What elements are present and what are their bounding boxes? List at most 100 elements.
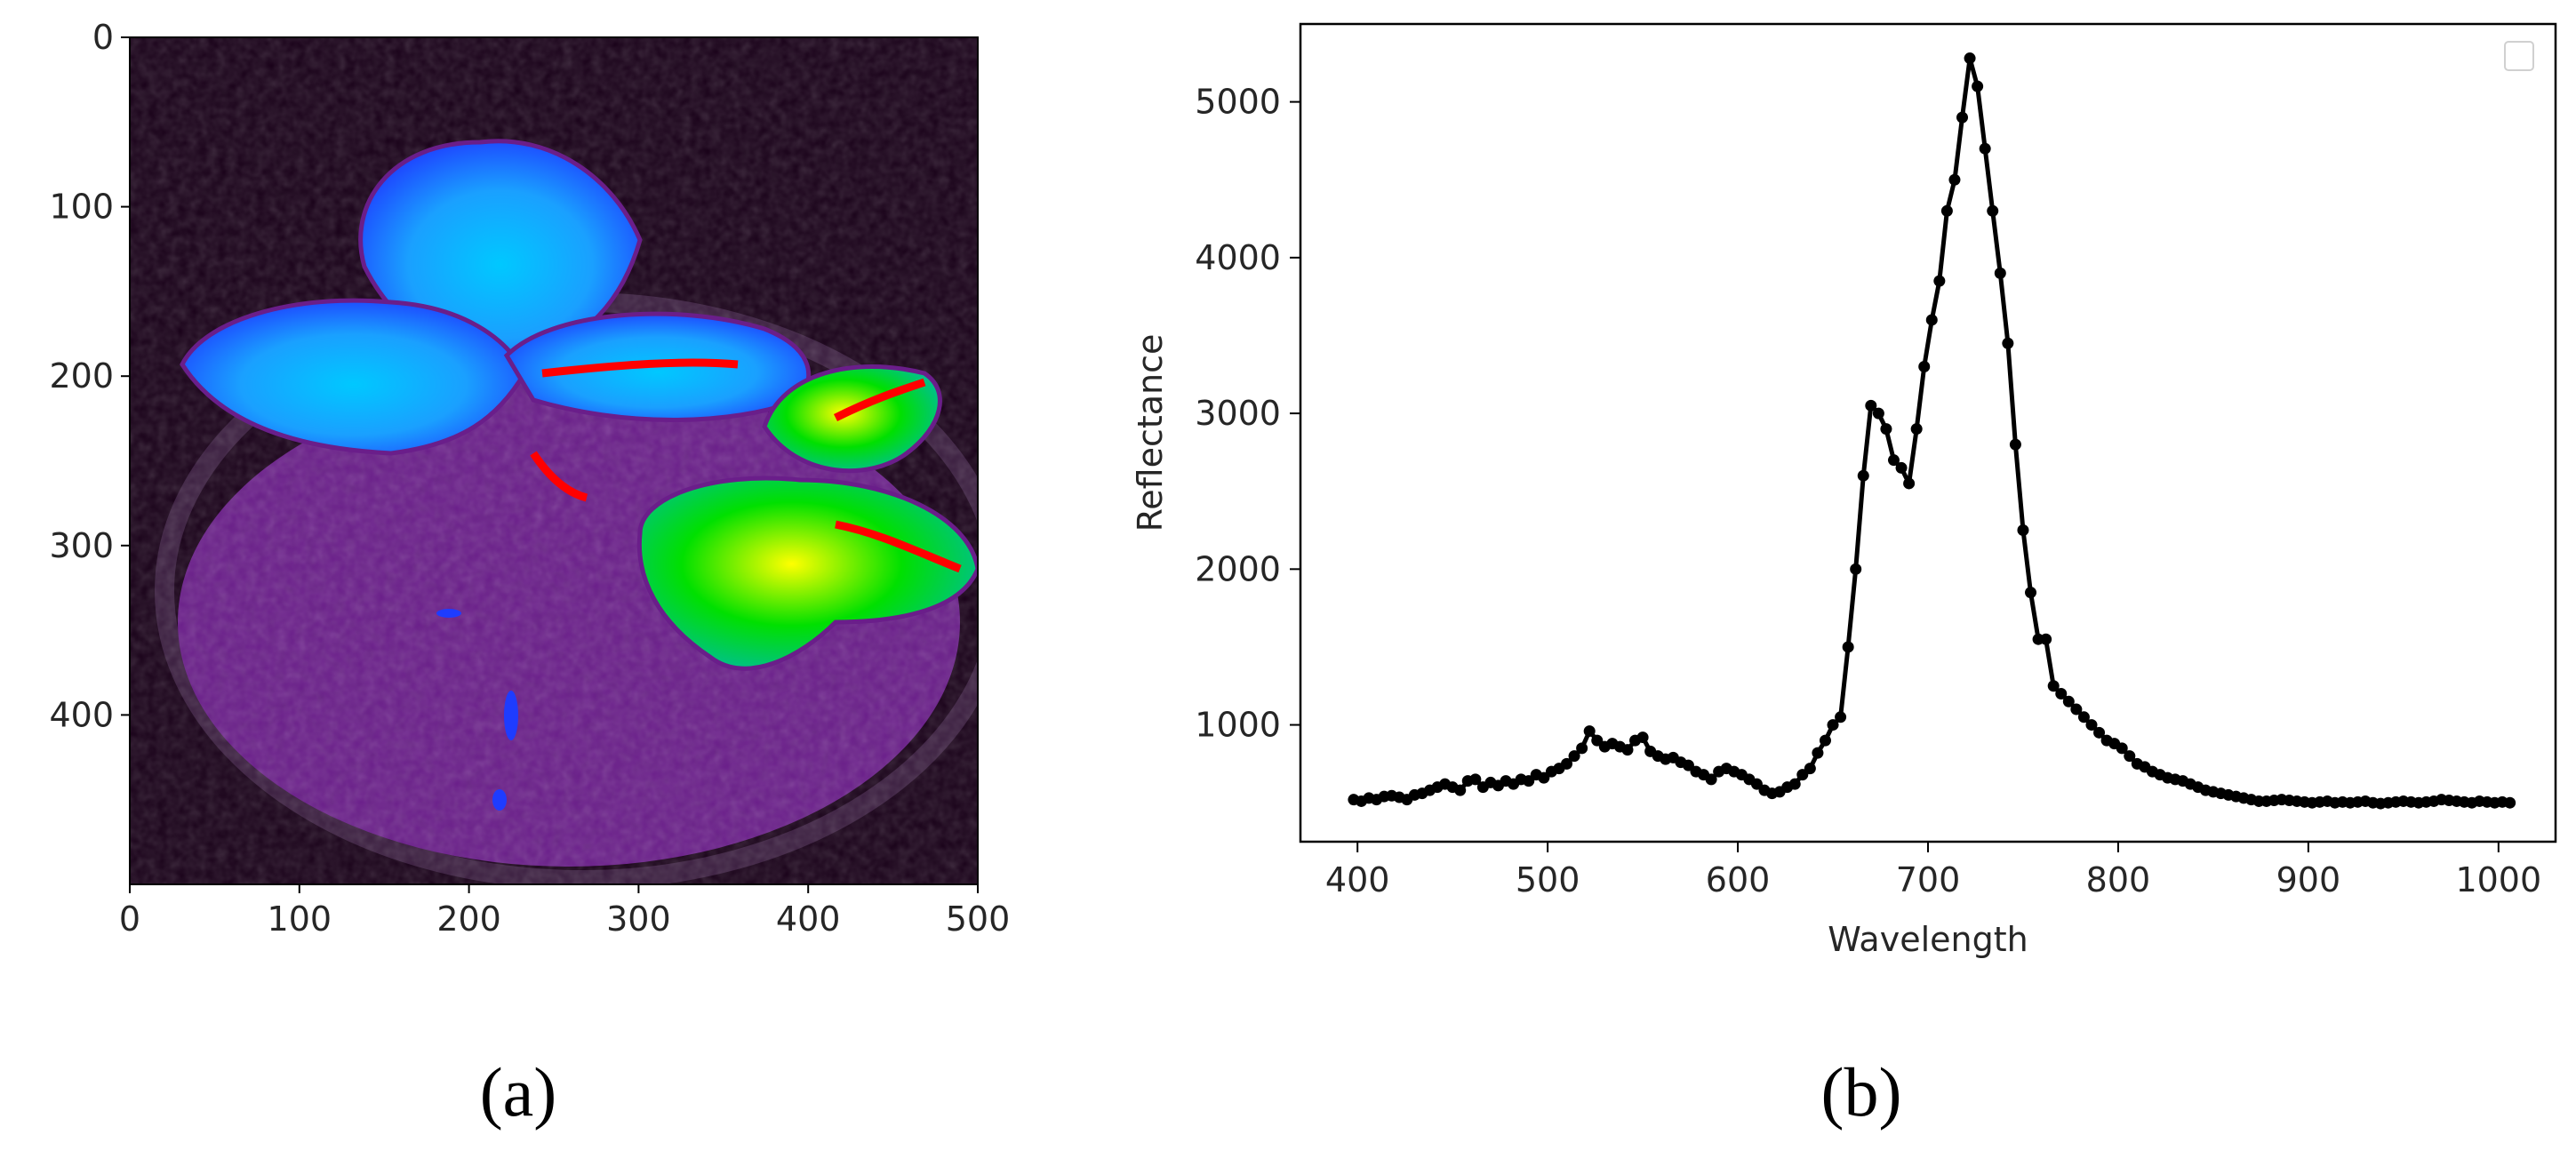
data-point [1583,725,1596,738]
data-point [1454,784,1467,796]
data-point [2077,711,2090,723]
a-x-tick-label: 200 [436,899,501,939]
data-point [1987,204,1999,217]
x-axis-label: Wavelength [1828,920,2028,959]
data-point [1819,734,1831,747]
data-point [1865,399,1877,412]
data-point [2002,337,2014,349]
soil-spot [436,609,461,618]
a-x-tick-label: 500 [946,899,1011,939]
data-point [1523,775,1535,787]
data-point [1933,275,1946,287]
leaf-vein-hot [833,378,926,422]
leaf-vein-hot [541,358,739,378]
data-point [1682,759,1694,771]
data-point [1850,563,1862,575]
b-x-tick-label: 1000 [2455,860,2541,899]
data-point [1857,469,1869,482]
leaf-lower [636,476,978,671]
data-point [1872,407,1884,420]
data-point [1812,747,1824,759]
a-y-tick-label: 200 [49,356,114,396]
data-point [1948,173,1961,186]
a-x-ticks: 0 100 200 300 400 500 [119,884,1010,939]
data-point [1750,778,1763,790]
data-point [1827,719,1839,731]
data-point [2504,796,2516,809]
panel-b: 1000 2000 3000 4000 5000 400 500 600 700 800 900 1… [1131,22,2557,1131]
b-x-tick-label: 800 [2086,860,2151,899]
b-y-tick-label: 5000 [1195,83,1281,122]
b-x-tick-label: 400 [1325,860,1390,899]
data-point [1788,778,1801,790]
b-x-tick-label: 700 [1896,860,1961,899]
data-point [1925,314,1938,326]
series-line [1353,56,2510,806]
image-frame [129,36,979,885]
series-points [1348,52,2516,810]
data-point [2047,680,2060,692]
data-point [1835,711,1847,723]
data-point [1621,744,1634,756]
data-point [1842,641,1854,653]
data-point [1469,773,1482,786]
data-point [1994,267,2006,279]
soil-spot [504,691,518,740]
data-point [2124,750,2136,763]
b-x-tick-label: 900 [2276,860,2341,899]
b-y-tick-label: 3000 [1195,394,1281,433]
data-point [1591,734,1604,747]
a-y-tick-label: 0 [92,18,114,57]
panel-label-a: (a) [480,1053,557,1131]
leaf-vein-hot [835,520,962,573]
data-point [1887,454,1900,467]
data-point [2093,726,2106,739]
data-point [2009,438,2021,451]
b-x-ticks: 400 500 600 700 800 900 1000 [1325,842,2541,899]
a-x-tick-label: 300 [606,899,671,939]
data-point [1979,142,1991,155]
data-point [1964,52,1976,65]
soil-spot [492,789,507,811]
plant-image [130,37,978,884]
data-point [2062,695,2075,707]
plot-frame [1299,22,2557,843]
data-point [1918,361,1931,373]
leaf-vein-hot [530,451,588,502]
data-point [1636,731,1649,744]
panel-label-b: (b) [1821,1053,1902,1131]
a-x-tick-label: 0 [119,899,140,939]
b-y-tick-label: 4000 [1195,238,1281,277]
data-point [1538,771,1550,784]
data-point [2116,742,2128,755]
a-y-tick-label: 300 [49,526,114,565]
a-y-ticks: 0 100 200 300 400 [49,18,130,734]
data-point [2085,719,2098,731]
data-point [2025,587,2037,599]
data-point [1880,423,1892,436]
b-y-ticks: 1000 2000 3000 4000 5000 [1195,83,1300,745]
data-point [1705,773,1717,786]
data-point [1940,204,1953,217]
data-point [1910,423,1923,436]
data-point [2055,688,2068,700]
data-point [2017,524,2029,537]
y-axis-label: Reflectance [1131,334,1170,532]
data-point [1903,477,1916,490]
data-point [1956,111,1969,124]
b-y-tick-label: 2000 [1195,549,1281,588]
a-x-tick-label: 100 [268,899,332,939]
data-point [1561,757,1573,770]
b-x-tick-label: 600 [1706,860,1771,899]
a-y-tick-label: 400 [49,695,114,734]
data-point [2070,703,2083,715]
data-point [1972,80,1984,92]
legend-box [2504,41,2534,71]
data-point [1576,742,1588,755]
data-point [1804,763,1816,775]
data-point [1796,769,1809,781]
data-point [1895,461,1908,474]
panel-a: 0 100 200 300 400 0 100 200 300 400 500 (a) [49,18,1010,1131]
b-y-tick-label: 1000 [1195,706,1281,745]
